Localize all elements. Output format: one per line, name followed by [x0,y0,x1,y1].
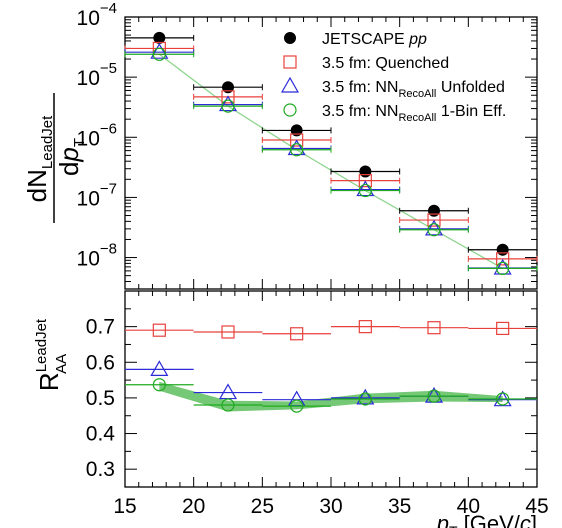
data-point [358,183,372,198]
data-point [221,398,235,412]
top-panel: 10−4 10−5 10−6 10−7 10−8 [77,0,538,290]
ratio-series-2 [125,378,537,413]
data-point [427,321,441,335]
legend-marker [283,103,297,117]
bottom-y-label: RLeadJet AA [33,318,70,391]
legend-marker [283,55,297,69]
data-point [356,388,375,405]
data-point [287,139,306,156]
y-tick-label: 0.4 [86,423,116,446]
data-point [222,81,234,94]
data-point [150,360,169,376]
data-point [427,213,441,227]
x-axis-label: pT [GeV/c] [436,511,537,528]
series-0 [124,31,538,256]
ratio-label: RLeadJet AA [33,318,70,391]
data-point [218,383,238,400]
data-point [427,389,441,403]
x-tick-label: 25 [251,495,274,518]
data-point [496,392,510,406]
legend-label: 3.5 fm: NNRecoAll Unfolded [322,79,505,100]
data-point [496,261,510,276]
data-point [358,174,372,188]
data-point [424,219,444,236]
data-point [218,95,238,112]
data-point [358,320,372,334]
uncertainty-band [159,381,503,412]
x-tick-label: 20 [182,495,205,518]
data-point [356,180,375,197]
data-point [496,321,510,336]
y-tick-label: 10−4 [77,0,117,30]
legend-marker [284,32,296,44]
data-point [358,392,372,406]
data-point [290,327,304,341]
y-tick-label: 10−8 [77,241,117,271]
data-point [150,42,169,59]
data-point [152,323,166,337]
data-point [496,243,509,256]
legend-marker [280,76,300,93]
data-point [427,223,441,237]
x-tick-label: 35 [388,495,411,518]
data-point [290,124,303,137]
y-tick-label: 10−7 [77,180,117,210]
data-point [496,252,510,266]
y-tick-label: 0.3 [86,458,115,481]
y-tick-label: 0.5 [86,387,115,410]
x-tick-label: 45 [525,495,548,518]
data-point [359,165,372,178]
data-point [153,31,166,44]
data-point [221,99,235,113]
data-point [290,399,304,413]
data-point [152,47,166,61]
data-point [152,378,166,392]
x-tick-label: 40 [457,495,480,518]
data-point [221,325,235,339]
y-tick-label: 10−5 [77,60,117,90]
y-tick-label: 0.7 [86,316,115,339]
y-tick-label: 0.6 [86,351,115,374]
x-tick-label: 15 [113,495,136,518]
data-point [221,90,235,104]
data-point [290,133,304,147]
legend-label: 3.5 fm: NNRecoAll 1-Bin Eff. [322,103,506,124]
data-point [290,143,304,157]
legend-label: 3.5 fm: Quenched [322,55,449,72]
legend: JETSCAPE pp 3.5 fm: Quenched 3.5 fm: NNRec… [280,31,506,124]
legend-label: JETSCAPE pp [322,31,427,48]
bottom-frame [124,290,538,488]
y-label-numerator: dNLeadJet [22,115,56,202]
ratio-series-0 [125,320,537,341]
bottom-panel: 15 20 25 30 35 40 45 0.3 0.4 0.5 0.6 0.7 [86,290,549,518]
y-tick-label: 10−6 [77,120,117,150]
series-3 [124,47,538,276]
x-tick-label: 30 [319,495,342,518]
y-label-denominator: dpT [54,138,88,176]
